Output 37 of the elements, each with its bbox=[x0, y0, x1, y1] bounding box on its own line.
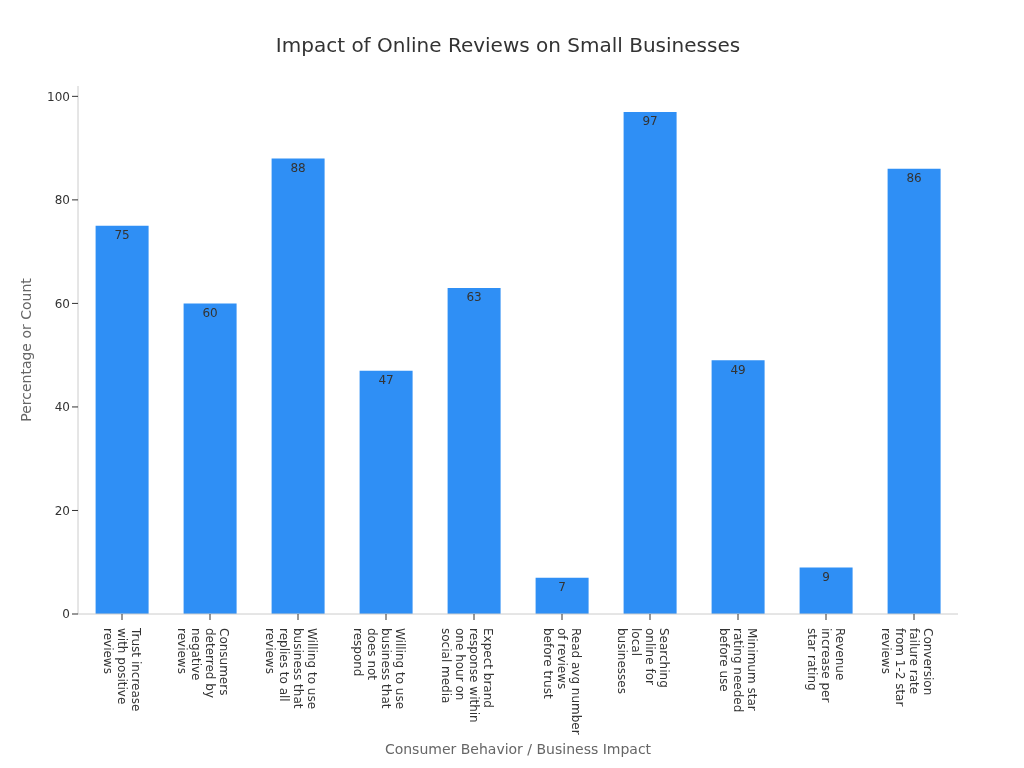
bar bbox=[183, 303, 237, 614]
x-tick-label: Read avg number of reviews before trust bbox=[541, 628, 583, 735]
bar bbox=[535, 577, 589, 614]
bar bbox=[447, 287, 501, 614]
data-label: 7 bbox=[558, 580, 566, 595]
data-label: 47 bbox=[378, 373, 394, 388]
x-tick-label: Willing to use business that does not respond bbox=[351, 628, 407, 710]
x-tick-label: Consumers deterred by negative reviews bbox=[175, 628, 231, 699]
y-tick-label: 80 bbox=[54, 193, 70, 208]
bar bbox=[271, 158, 325, 614]
y-axis-title: Percentage or Count bbox=[17, 277, 34, 422]
data-label: 88 bbox=[290, 160, 306, 175]
bar bbox=[359, 370, 413, 614]
data-label: 9 bbox=[822, 569, 830, 584]
data-label: 97 bbox=[642, 114, 658, 129]
data-label: 49 bbox=[730, 362, 746, 377]
chart-title: Impact of Online Reviews on Small Businesses bbox=[274, 32, 742, 59]
y-tick-label: 40 bbox=[54, 400, 70, 415]
data-label: 86 bbox=[906, 171, 922, 186]
bar bbox=[623, 111, 677, 614]
x-tick-label: Minimum star rating needed before use bbox=[717, 628, 759, 713]
x-tick-label: Trust increase with positive reviews bbox=[101, 627, 143, 712]
data-label: 75 bbox=[114, 228, 130, 243]
bar bbox=[95, 225, 149, 614]
x-tick-label: Willing to use business that replies to all reviews bbox=[263, 628, 319, 710]
bar bbox=[887, 168, 941, 614]
y-tick-label: 100 bbox=[47, 89, 70, 104]
x-tick-label: Conversion failure rate from 1-2 star reviews bbox=[879, 628, 935, 707]
y-tick-label: 60 bbox=[54, 296, 70, 311]
y-tick-label: 0 bbox=[62, 607, 70, 622]
bar bbox=[711, 360, 765, 614]
data-label: 60 bbox=[202, 305, 218, 320]
data-label: 63 bbox=[466, 290, 482, 305]
x-tick-label: Revenue increase per star rating bbox=[805, 628, 847, 703]
bar bbox=[799, 567, 853, 614]
x-axis-title: Consumer Behavior / Business Impact bbox=[384, 741, 652, 757]
y-tick-label: 20 bbox=[54, 503, 70, 518]
